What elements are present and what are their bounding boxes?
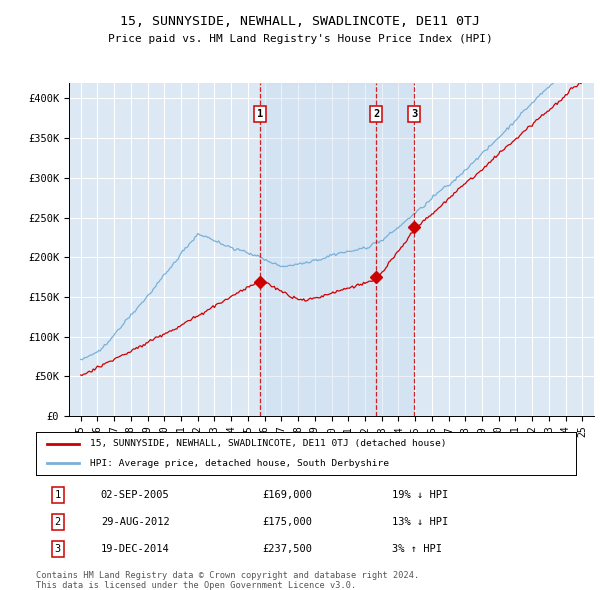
Text: 3: 3 [412, 109, 418, 119]
Text: Contains HM Land Registry data © Crown copyright and database right 2024.
This d: Contains HM Land Registry data © Crown c… [36, 571, 419, 590]
Text: £169,000: £169,000 [263, 490, 313, 500]
Text: HPI: Average price, detached house, South Derbyshire: HPI: Average price, detached house, Sout… [90, 459, 389, 468]
Text: 19-DEC-2014: 19-DEC-2014 [101, 545, 170, 555]
Text: 1: 1 [257, 109, 263, 119]
Text: 1: 1 [55, 490, 61, 500]
Text: Price paid vs. HM Land Registry's House Price Index (HPI): Price paid vs. HM Land Registry's House … [107, 34, 493, 44]
Text: 15, SUNNYSIDE, NEWHALL, SWADLINCOTE, DE11 0TJ: 15, SUNNYSIDE, NEWHALL, SWADLINCOTE, DE1… [120, 15, 480, 28]
Text: 19% ↓ HPI: 19% ↓ HPI [392, 490, 449, 500]
Text: 3: 3 [55, 545, 61, 555]
Text: £175,000: £175,000 [263, 517, 313, 527]
Text: £237,500: £237,500 [263, 545, 313, 555]
Text: 29-AUG-2012: 29-AUG-2012 [101, 517, 170, 527]
Text: 15, SUNNYSIDE, NEWHALL, SWADLINCOTE, DE11 0TJ (detached house): 15, SUNNYSIDE, NEWHALL, SWADLINCOTE, DE1… [90, 440, 446, 448]
Text: 2: 2 [55, 517, 61, 527]
Bar [260, 83, 415, 416]
Text: 3% ↑ HPI: 3% ↑ HPI [392, 545, 442, 555]
Text: 13% ↓ HPI: 13% ↓ HPI [392, 517, 449, 527]
Text: 02-SEP-2005: 02-SEP-2005 [101, 490, 170, 500]
Text: 2: 2 [373, 109, 379, 119]
